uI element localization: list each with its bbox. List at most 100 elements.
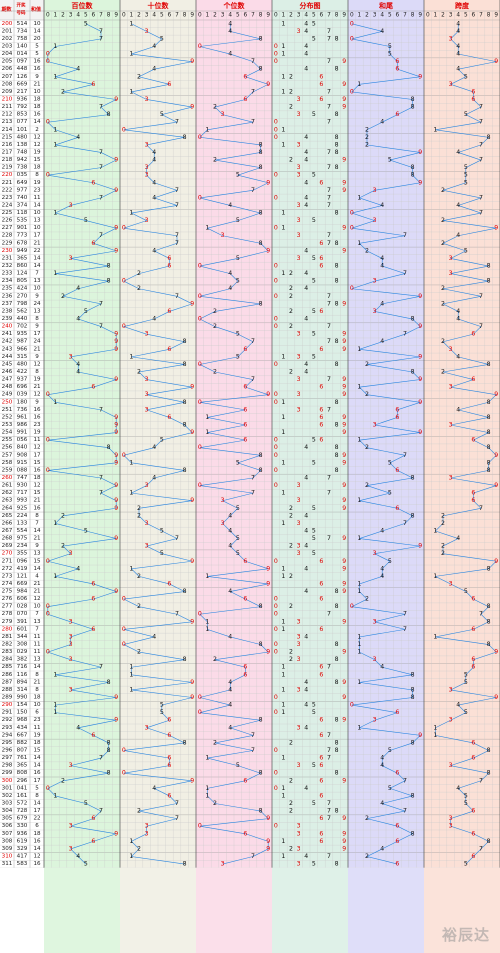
distribution-marker: 9 [342,459,346,466]
tens-marker: 9 [190,429,194,436]
span-marker: 3 [449,270,453,277]
issue-cell: 296 [2,748,13,754]
units-marker: 9 [266,179,270,186]
span-marker: 5 [464,679,468,686]
distribution-marker: 8 [335,861,339,868]
tens-marker: 4 [152,247,156,254]
draw-cell: 968 [17,717,28,723]
hundreds-marker: 7 [99,808,103,815]
hundreds-marker: 1 [53,792,57,799]
hundreds-marker: 7 [99,35,103,42]
distribution-marker: 9 [342,247,346,254]
issue-cell: 223 [2,195,13,201]
draw-cell: 601 [17,626,28,632]
hundreds-marker: 3 [69,823,73,830]
distribution-marker: 0 [274,293,278,300]
sum-cell: 16 [33,66,41,72]
distribution-marker: 9 [342,331,346,338]
hundreds-marker: 3 [69,845,73,852]
issue-cell: 236 [2,293,13,299]
distribution-marker: 6 [319,255,323,262]
distribution-marker: 3 [297,482,301,489]
distribution-marker: 3 [297,823,301,830]
sum-cell: 8 [35,369,39,375]
tens-marker: 1 [129,210,133,217]
distribution-marker: 3 [297,656,301,663]
distribution-marker: 4 [304,785,308,792]
table-row: 220 035 8 0 3 5 0 3 5 8 5 [2,172,468,179]
sum-cell: 18 [33,740,41,746]
units-marker: 7 [251,747,255,754]
tens-marker: 2 [137,285,141,292]
sum-tail-marker: 3 [373,550,377,557]
span-marker: 4 [456,28,460,35]
distribution-marker: 9 [342,452,346,459]
section-title: 分布图 [300,1,321,10]
distribution-marker: 3 [297,96,301,103]
hundreds-marker: 1 [53,126,57,133]
distribution-marker: 2 [289,603,293,610]
sum-tail-marker: 4 [380,263,384,270]
distribution-marker: 4 [304,285,308,292]
sum-tail-marker: 1 [357,679,361,686]
distribution-marker: 0 [274,126,278,133]
span-marker: 4 [456,353,460,360]
span-marker: 8 [487,429,491,436]
distribution-marker: 1 [281,414,285,421]
issue-cell: 303 [2,800,13,806]
distribution-marker: 6 [319,406,323,413]
sum-cell: 17 [33,778,41,784]
digit-header: 0 [198,13,202,19]
tens-marker: 0 [122,747,126,754]
draw-cell: 606 [17,596,28,602]
distribution-marker: 3 [297,762,301,769]
hundreds-marker: 8 [107,263,111,270]
distribution-marker: 3 [297,28,301,35]
hundreds-marker: 0 [46,603,50,610]
hundreds-marker: 9 [114,429,118,436]
digit-header: 0 [350,13,354,19]
issue-cell: 240 [2,324,13,330]
table-row: 202 758 20 7 5 8 75 8 0 3 [2,35,453,42]
issue-cell: 221 [2,180,13,186]
draw-cell: 734 [17,28,28,34]
distribution-marker: 4 [304,149,308,156]
distribution-marker: 4 [304,369,308,376]
distribution-marker: 5 [312,527,316,534]
span-marker: 3 [449,421,453,428]
units-marker: 9 [266,565,270,572]
units-marker: 6 [243,406,247,413]
units-marker: 5 [236,217,240,224]
distribution-marker: 9 [342,338,346,345]
distribution-marker: 5 [312,308,316,315]
table-row: 275 984 21 9 8 4 984 1 5 [2,588,468,595]
units-marker: 9 [266,391,270,398]
distribution-marker: 3 [297,164,301,171]
issue-cell: 260 [2,475,13,481]
distribution-marker: 0 [274,694,278,701]
table-row: 223 740 11 7 4 0 740 1 7 [2,194,483,201]
distribution-marker: 0 [274,467,278,474]
tens-marker: 9 [190,300,194,307]
distribution-marker: 1 [281,565,285,572]
distribution-marker: 9 [342,565,346,572]
draw-cell: 678 [17,240,28,246]
sum-tail-marker: 4 [380,800,384,807]
digit-header: 5 [312,13,316,19]
draw-cell: 975 [17,536,28,542]
digit-header: 0 [274,13,278,19]
issue-cell: 212 [2,112,13,118]
issue-cell: 214 [2,127,13,133]
issue-cell: 231 [2,255,13,261]
distribution-marker: 4 [304,157,308,164]
digit-header: 2 [365,13,369,19]
draw-cell: 480 [17,361,28,367]
distribution-marker: 8 [335,35,339,42]
sum-tail-marker: 2 [365,815,369,822]
distribution-marker: 4 [304,512,308,519]
units-marker: 5 [236,535,240,542]
tens-marker: 1 [129,353,133,360]
units-marker: 9 [266,815,270,822]
sum-cell: 8 [35,672,39,678]
issue-cell: 267 [2,528,13,534]
